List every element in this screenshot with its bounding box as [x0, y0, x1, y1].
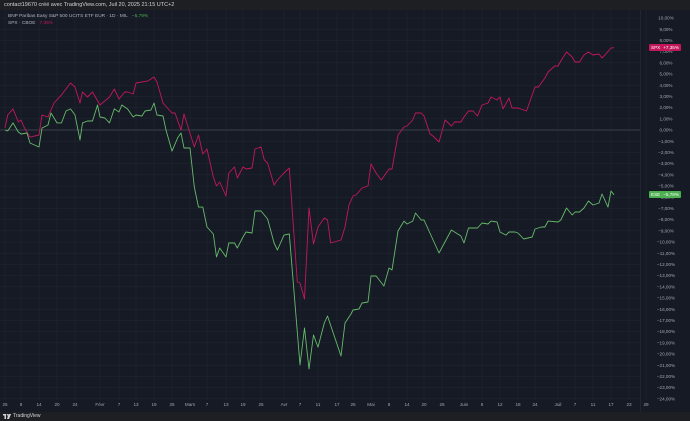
y-tick-label: −18,00%	[657, 329, 675, 334]
spx-price-badge: SPX +7,35%	[649, 44, 681, 51]
series-lines	[4, 47, 615, 370]
x-tick-label: 8	[20, 402, 23, 407]
legend-value: 7,35%	[39, 21, 54, 26]
y-tick-label: −1,00%	[658, 139, 674, 144]
y-tick-label: −12,00%	[657, 262, 675, 267]
x-tick-label: 25	[350, 402, 356, 407]
y-tick-label: −23,00%	[657, 385, 675, 390]
y-tick-label: −13,00%	[657, 273, 675, 278]
y-tick-label: −7,00%	[658, 206, 674, 211]
brand-name: TradingView	[13, 413, 41, 419]
x-tick-label: 20	[54, 402, 60, 407]
tradingview-logo[interactable]: TradingView	[3, 413, 41, 420]
y-tick-label: 9,00%	[659, 27, 672, 32]
x-tick-label: 11	[591, 402, 596, 407]
y-tick-label: 10,00%	[658, 16, 674, 21]
x-tick-label: 7	[574, 402, 577, 407]
x-tick-label: Mars	[185, 402, 196, 407]
x-tick-label: 12	[497, 402, 503, 407]
x-tick-label: 29	[643, 402, 649, 407]
x-tick-label: 11	[316, 402, 321, 407]
y-tick-label: −4,00%	[658, 172, 674, 177]
y-tick-label: −20,00%	[657, 352, 675, 357]
legend-item-ese[interactable]: BNP Paribas Easy S&P 500 UCITS ETF EUR ·…	[8, 13, 148, 20]
y-tick-label: −21,00%	[657, 363, 675, 368]
y-tick-label: −14,00%	[657, 284, 675, 289]
y-tick-label: 3,00%	[659, 94, 672, 99]
x-tick-label: 13	[223, 402, 229, 407]
x-tick-label: 26	[439, 402, 445, 407]
x-tick-label: 6	[481, 402, 484, 407]
x-tick-label: 23	[626, 402, 632, 407]
y-tick-label: 2,00%	[659, 105, 672, 110]
x-tick-label: Avr	[281, 402, 288, 407]
y-tick-label: 5,00%	[659, 72, 672, 77]
x-tick-label: 20	[421, 402, 427, 407]
badge-ticker: ESE	[651, 192, 661, 197]
time-axis: 25 8 14 20 24 Févr 7 13 19 25 Mars 7 13 19 25 Avr 7 11 17 2…	[2, 402, 649, 407]
y-tick-label: 0,00%	[659, 128, 672, 133]
tradingview-logo-icon	[3, 414, 11, 419]
y-tick-label: −17,00%	[657, 318, 675, 323]
ese-price-badge: ESE −5,79%	[649, 191, 681, 198]
legend-label: SPX · CBOE	[8, 21, 36, 26]
x-tick-label: 24	[72, 402, 78, 407]
x-tick-label: 7	[118, 402, 121, 407]
y-tick-label: −11,00%	[657, 251, 675, 256]
series-points-spx	[4, 47, 615, 300]
y-tick-label: −2,00%	[658, 150, 674, 155]
y-tick-label: −3,00%	[658, 161, 674, 166]
x-tick-label: Févr	[95, 402, 105, 407]
x-tick-label: 19	[240, 402, 246, 407]
series-points-ese	[4, 102, 615, 370]
x-tick-label: 18	[515, 402, 521, 407]
y-tick-label: −16,00%	[657, 307, 675, 312]
y-tick-label: 6,00%	[659, 60, 672, 65]
y-tick-label: −9,00%	[658, 228, 674, 233]
y-tick-label: −15,00%	[657, 296, 675, 301]
price-axis: 10,00% 9,00% 8,00% 7,00% 6,00% 5,00% 4,00% 3,00…	[640, 10, 675, 412]
x-tick-label: 7	[299, 402, 302, 407]
x-tick-label: 8	[388, 402, 391, 407]
x-tick-label: 13	[133, 402, 139, 407]
y-tick-label: −5,00%	[658, 184, 674, 189]
watermark-header: contact19670 créé avec TradingView.com, …	[0, 0, 690, 10]
legend: BNP Paribas Easy S&P 500 UCITS ETF EUR ·…	[8, 13, 148, 27]
y-tick-label: −24,00%	[657, 396, 675, 401]
x-tick-label: 7	[206, 402, 209, 407]
x-tick-label: 24	[532, 402, 538, 407]
badge-value: +7,35%	[663, 45, 679, 50]
y-tick-label: 1,00%	[659, 116, 672, 121]
legend-item-spx[interactable]: SPX · CBOE 7,35%	[8, 20, 148, 27]
y-tick-label: 7,00%	[659, 49, 672, 54]
badge-ticker: SPX	[651, 45, 661, 50]
legend-label: BNP Paribas Easy S&P 500 UCITS ETF EUR ·…	[8, 14, 128, 19]
series-line-ese[interactable]	[4, 102, 615, 370]
y-tick-label: −22,00%	[657, 374, 675, 379]
x-tick-label: 25	[258, 402, 264, 407]
x-tick-label: Mai	[367, 402, 374, 407]
x-tick-label: 14	[36, 402, 42, 407]
footer: TradingView	[0, 412, 690, 421]
y-tick-label: −10,00%	[657, 240, 675, 245]
x-tick-label: 25	[169, 402, 175, 407]
legend-value: −5,79%	[131, 14, 149, 19]
y-tick-label: −19,00%	[657, 340, 675, 345]
x-tick-label: Juil	[555, 402, 562, 407]
grid	[0, 10, 647, 400]
x-tick-label: 17	[608, 402, 614, 407]
x-tick-label: 14	[404, 402, 410, 407]
x-tick-label: 19	[151, 402, 157, 407]
y-tick-label: −8,00%	[658, 217, 674, 222]
x-tick-label: Juin	[460, 402, 469, 407]
x-tick-label: 25	[2, 402, 8, 407]
y-tick-label: 8,00%	[659, 38, 672, 43]
x-tick-label: 17	[334, 402, 340, 407]
y-tick-label: 4,00%	[659, 83, 672, 88]
badge-value: −5,79%	[663, 192, 679, 197]
series-line-spx[interactable]	[4, 47, 615, 300]
